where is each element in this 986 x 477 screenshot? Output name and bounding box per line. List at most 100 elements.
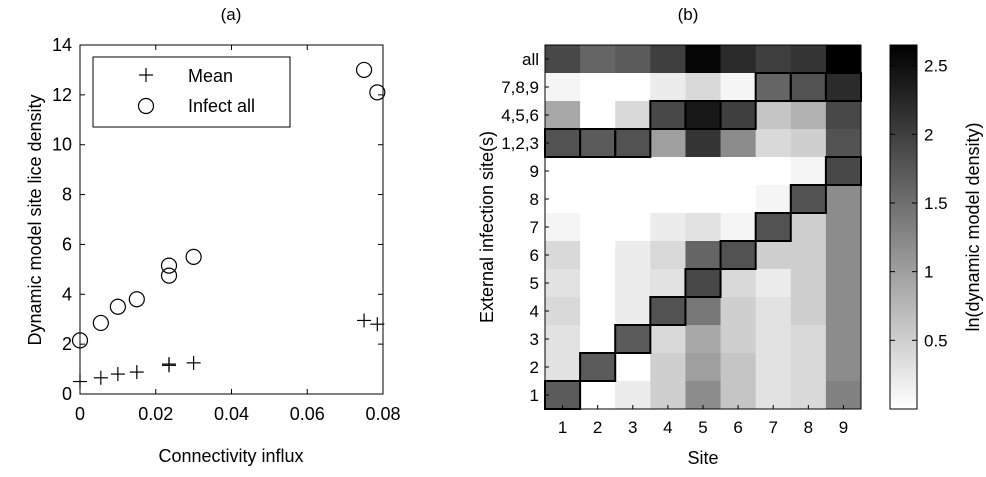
data-point-mean	[186, 355, 201, 370]
heatmap-cell	[615, 297, 651, 326]
heatmap-cell	[580, 213, 616, 242]
x-tick-label: 0.04	[214, 404, 249, 424]
heatmap-cell	[790, 101, 827, 130]
colorbar-tick-label: 2.5	[924, 57, 948, 76]
heatmap-cell	[615, 45, 651, 74]
heatmap-cell	[790, 45, 827, 74]
colorbar-tick-label: 0.5	[924, 331, 948, 350]
scatter-points	[71, 61, 386, 389]
data-point-mean	[93, 370, 108, 385]
colorbar-tick-label: 1	[924, 263, 933, 282]
heatmap-cell	[790, 241, 827, 270]
data-point-infect-all	[160, 257, 178, 274]
y-tick-label: 12	[52, 85, 72, 105]
heatmap-cell	[650, 157, 686, 186]
heatmap-x-tick-label: 8	[804, 418, 813, 437]
heatmap-cell	[615, 185, 651, 214]
heatmap-cell	[825, 45, 862, 74]
heatmap-cell	[580, 73, 616, 102]
heatmap-cell	[755, 325, 792, 354]
heatmap-x-axis-label: Site	[687, 448, 718, 468]
heatmap-cell	[580, 269, 616, 298]
heatmap-cell	[685, 73, 722, 102]
heatmap-cell	[755, 101, 792, 130]
heatmap-x-tick-label: 1	[558, 418, 567, 437]
heatmap-y-tick-label: 7	[530, 218, 539, 237]
heatmap-cell	[720, 353, 757, 382]
heatmap-cell	[825, 353, 862, 382]
heatmap-cell	[545, 353, 581, 382]
y-tick-label: 14	[52, 35, 72, 55]
heatmap-cell	[755, 269, 792, 298]
heatmap-cell	[615, 213, 651, 242]
heatmap-y-tick-label: all	[522, 50, 539, 69]
heatmap-cell	[790, 297, 827, 326]
heatmap-cell	[825, 297, 862, 326]
data-point-infect-all	[92, 314, 109, 332]
legend-circle-marker	[137, 97, 155, 115]
heatmap-cell	[650, 269, 686, 298]
heatmap-cell	[755, 129, 792, 158]
heatmap-cell	[685, 129, 722, 158]
heatmap-cell	[545, 185, 581, 214]
heatmap-cell	[720, 129, 757, 158]
highlighted-cell-outline	[719, 240, 757, 270]
y-tick-label: 8	[62, 185, 72, 205]
heatmap-cell	[615, 325, 651, 354]
heatmap-cell	[790, 325, 827, 354]
heatmap-cell	[720, 297, 757, 326]
legend-infect-all-label: Infect all	[188, 96, 255, 116]
heatmap-cell	[580, 325, 616, 354]
heatmap-cell	[685, 157, 722, 186]
data-point-mean	[129, 365, 144, 380]
heatmap-cell	[685, 185, 722, 214]
heatmap-y-tick-label: 5	[530, 274, 539, 293]
colorbar-label: ln(dynamic model density)	[963, 122, 983, 331]
heatmap-cell	[755, 213, 792, 242]
legend-infect-all-marker	[137, 97, 155, 115]
data-point-mean	[357, 313, 372, 328]
heatmap-cell	[650, 101, 686, 130]
heatmap-cell	[790, 213, 827, 242]
heatmap-cell	[580, 353, 616, 382]
heatmap-cell	[685, 381, 722, 410]
highlighted-cell-outline	[614, 324, 652, 354]
heatmap-cell	[545, 269, 581, 298]
heatmap-cell	[720, 73, 757, 102]
data-point-infect-all	[109, 298, 126, 315]
heatmap-x-tick-label: 3	[628, 418, 637, 437]
heatmap-y-tick-label: 6	[530, 246, 539, 265]
heatmap-cell	[545, 129, 581, 158]
heatmap-y-axis-label: External infection site(s)	[477, 131, 497, 323]
heatmap-cell	[615, 269, 651, 298]
highlighted-cell-outline	[684, 268, 722, 298]
heatmap-x-tick-label: 4	[663, 418, 672, 437]
y-tick-label: 2	[62, 334, 72, 354]
heatmap-cell	[755, 185, 792, 214]
data-point-mean	[110, 367, 125, 382]
y-tick-label: 6	[62, 234, 72, 254]
colorbar-tick-label: 2	[924, 125, 933, 144]
heatmap-cell	[650, 213, 686, 242]
heatmap-y-tick-label: 1	[530, 386, 539, 405]
heatmap-cell	[545, 241, 581, 270]
highlighted-cell-outline	[614, 128, 652, 158]
highlighted-cell-outline	[579, 352, 617, 382]
x-tick-label: 0	[75, 404, 85, 424]
x-tick-label: 0.02	[138, 404, 173, 424]
heatmap-cell	[685, 325, 722, 354]
heatmap-cell	[685, 269, 722, 298]
heatmap-x-tick-label: 9	[839, 418, 848, 437]
heatmap-cell	[615, 241, 651, 270]
heatmap-cell	[825, 241, 862, 270]
heatmap-panel: (b) 1 2 3 4 5 6 7 8 9all7,8,94,5,61,2,3987654321…	[477, 5, 863, 468]
heatmap-cell	[720, 381, 757, 410]
highlighted-cell-outline	[754, 212, 792, 242]
heatmap-cell	[580, 241, 616, 270]
highlighted-cell-outline	[649, 296, 687, 326]
heatmap-cell	[580, 297, 616, 326]
heatmap-cell	[545, 213, 581, 242]
heatmap-cell	[790, 73, 827, 102]
heatmap-cell	[545, 101, 581, 130]
heatmap-cell	[720, 157, 757, 186]
